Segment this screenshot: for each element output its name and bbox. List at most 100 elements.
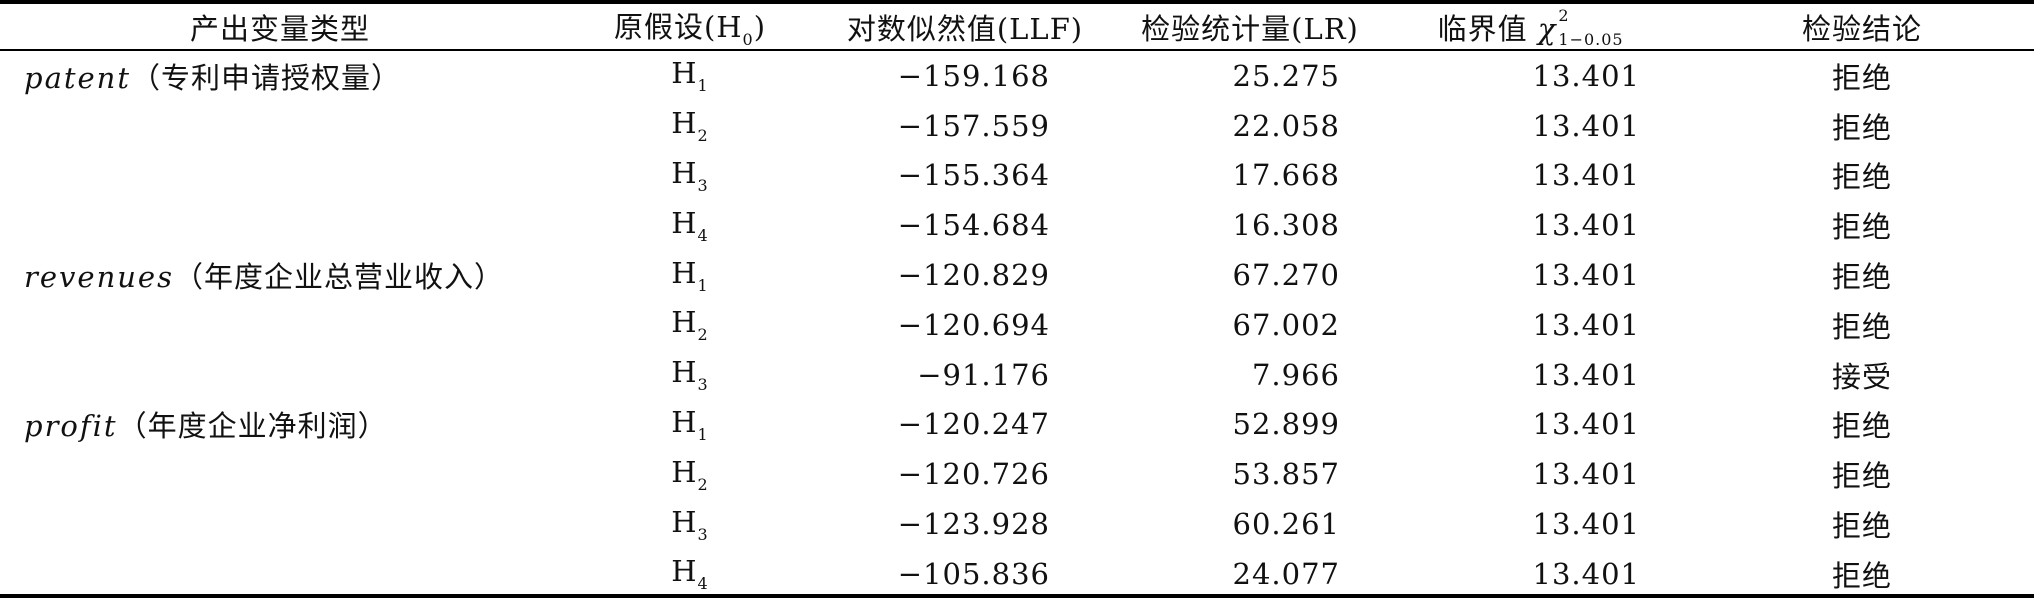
conclusion-cell: 拒绝 [1831, 459, 1892, 494]
header-hypothesis-subscript: 0 [742, 30, 754, 49]
critical-value-cell: 13.401 [1532, 357, 1640, 392]
llf-cell: −157.559 [897, 108, 1050, 143]
table-row: H3 −123.928 60.261 13.401 拒绝 [0, 499, 2034, 549]
variable-description: （专利申请授权量） [131, 60, 402, 95]
critical-value-cell: 13.401 [1532, 58, 1640, 93]
hypothesis-subscript: 2 [697, 474, 709, 494]
lr-cell: 24.077 [1232, 556, 1340, 591]
variable-cell [0, 499, 560, 549]
critical-value-cell: 13.401 [1532, 258, 1640, 293]
llf-cell: −154.684 [897, 208, 1050, 243]
lr-cell: 22.058 [1232, 108, 1340, 143]
hypothesis-letter: H [671, 106, 698, 141]
header-lr: 检验统计量(LR) [1141, 11, 1359, 46]
lr-cell: 7.966 [1251, 357, 1340, 392]
hypothesis-cell: H3 [560, 151, 820, 201]
variable-cell [0, 549, 560, 599]
lr-cell: 60.261 [1232, 507, 1340, 542]
conclusion-cell: 拒绝 [1831, 260, 1892, 295]
hypothesis-letter: H [671, 255, 698, 290]
variable-name: profit [24, 409, 118, 444]
hypothesis-cell: H1 [560, 250, 820, 300]
variable-name: patent [24, 60, 132, 95]
header-critical-prefix: 临界值 [1437, 11, 1538, 46]
header-hypothesis: 原假设(H0) [560, 4, 820, 49]
hypothesis-cell: H3 [560, 350, 820, 400]
hypothesis-subscript: 3 [697, 175, 709, 195]
hypothesis-letter: H [671, 404, 698, 439]
hypothesis-letter: H [671, 454, 698, 489]
hypothesis-subscript: 3 [697, 524, 709, 544]
hypothesis-letter: H [671, 305, 698, 340]
critical-value-cell: 13.401 [1532, 457, 1640, 492]
variable-name: revenues [24, 260, 174, 295]
conclusion-cell: 拒绝 [1831, 60, 1892, 95]
lr-cell: 53.857 [1232, 457, 1340, 492]
header-hypothesis-prefix: 原假设(H [613, 10, 743, 44]
header-chi-superscript: 2 [1558, 5, 1570, 25]
header-row: 产出变量类型 原假设(H0) 对数似然值(LLF) 检验统计量(LR) 临界值 … [0, 4, 2034, 50]
hypothesis-letter: H [671, 56, 698, 91]
table-row: H4 −105.836 24.077 13.401 拒绝 [0, 549, 2034, 599]
critical-value-cell: 13.401 [1532, 208, 1640, 243]
conclusion-cell: 接受 [1831, 359, 1892, 394]
header-conclusion: 检验结论 [1801, 11, 1922, 46]
table-row: H2 −120.726 53.857 13.401 拒绝 [0, 449, 2034, 499]
critical-value-cell: 13.401 [1532, 158, 1640, 193]
header-critical-value: 临界值 χ 2 1−0.05 [1390, 4, 1690, 49]
conclusion-cell: 拒绝 [1831, 409, 1892, 444]
variable-cell: patent（专利申请授权量） [0, 51, 560, 101]
hypothesis-cell: H4 [560, 549, 820, 599]
table-row: revenues（年度企业总营业收入） H1 −120.829 67.270 13.40… [0, 250, 2034, 300]
variable-description: （年度企业净利润） [117, 409, 388, 444]
hypothesis-subscript: 1 [697, 424, 709, 444]
conclusion-cell: 拒绝 [1831, 509, 1892, 544]
variable-cell [0, 200, 560, 250]
llf-cell: −159.168 [897, 58, 1050, 93]
table-body: patent（专利申请授权量） H1 −159.168 25.275 13.401 拒绝 H… [0, 51, 2034, 599]
conclusion-cell: 拒绝 [1831, 309, 1892, 344]
llf-cell: −120.247 [897, 407, 1050, 442]
critical-value-cell: 13.401 [1532, 407, 1640, 442]
variable-cell: profit（年度企业净利润） [0, 400, 560, 450]
table-row: patent（专利申请授权量） H1 −159.168 25.275 13.401 拒绝 [0, 51, 2034, 101]
table-row: H2 −157.559 22.058 13.401 拒绝 [0, 101, 2034, 151]
header-chi-subscript: 1−0.05 [1558, 29, 1624, 49]
hypothesis-letter: H [671, 205, 698, 240]
hypothesis-subscript: 1 [697, 275, 709, 295]
variable-cell [0, 449, 560, 499]
conclusion-cell: 拒绝 [1831, 110, 1892, 145]
llf-cell: −120.829 [897, 258, 1050, 293]
lr-cell: 67.002 [1232, 307, 1340, 342]
llf-cell: −120.694 [897, 307, 1050, 342]
header-chi-scripts: 2 1−0.05 [1556, 6, 1642, 49]
table-row: H3 −91.176 7.966 13.401 接受 [0, 350, 2034, 400]
lr-cell: 16.308 [1232, 208, 1340, 243]
variable-description: （年度企业总营业收入） [173, 260, 504, 295]
header-llf: 对数似然值(LLF) [846, 11, 1084, 46]
variable-cell [0, 101, 560, 151]
hypothesis-subscript: 4 [697, 225, 709, 245]
header-chi-symbol: χ [1537, 11, 1557, 46]
hypothesis-subscript: 1 [697, 76, 709, 96]
hypothesis-subscript: 4 [697, 574, 709, 594]
hypothesis-letter: H [671, 504, 698, 539]
hypothesis-cell: H2 [560, 449, 820, 499]
hypothesis-subscript: 3 [697, 375, 709, 395]
lr-cell: 67.270 [1232, 258, 1340, 293]
header-variable-type: 产出变量类型 [189, 11, 370, 46]
llf-cell: −120.726 [897, 457, 1050, 492]
variable-cell [0, 350, 560, 400]
lr-cell: 52.899 [1232, 407, 1340, 442]
hypothesis-letter: H [671, 155, 698, 190]
llf-cell: −123.928 [897, 507, 1050, 542]
critical-value-cell: 13.401 [1532, 307, 1640, 342]
conclusion-cell: 拒绝 [1831, 210, 1892, 245]
critical-value-cell: 13.401 [1532, 108, 1640, 143]
lr-cell: 25.275 [1232, 58, 1340, 93]
hypothesis-cell: H2 [560, 300, 820, 350]
critical-value-cell: 13.401 [1532, 507, 1640, 542]
hypothesis-subscript: 2 [697, 325, 709, 345]
table-row: H4 −154.684 16.308 13.401 拒绝 [0, 200, 2034, 250]
table-bottom-rule [0, 594, 2034, 598]
